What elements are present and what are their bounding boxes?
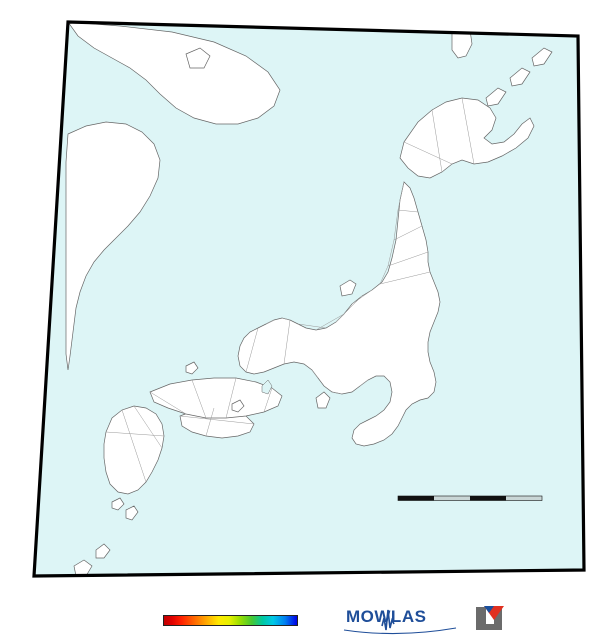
waveform-icon xyxy=(381,609,395,631)
map-panel[interactable] xyxy=(0,14,601,586)
nied-mark-icon xyxy=(476,606,504,630)
mowlas-wordmark: MOWLAS xyxy=(346,607,426,626)
ocean-background xyxy=(34,22,584,576)
depth-legend-labels xyxy=(163,626,298,640)
mowlas-logo[interactable]: MOWLAS xyxy=(342,604,460,638)
arc-underline-icon xyxy=(343,627,457,635)
map-frame xyxy=(32,20,586,578)
epicenter-map[interactable] xyxy=(0,14,601,586)
prefecture-boundaries xyxy=(105,97,475,483)
land-polygons xyxy=(65,22,553,576)
magnitude-legend-labels xyxy=(22,622,142,636)
scale-bar xyxy=(397,495,543,501)
nied-logo[interactable] xyxy=(474,604,596,638)
depth-colorbar xyxy=(163,615,298,626)
legend-panel xyxy=(0,596,601,640)
